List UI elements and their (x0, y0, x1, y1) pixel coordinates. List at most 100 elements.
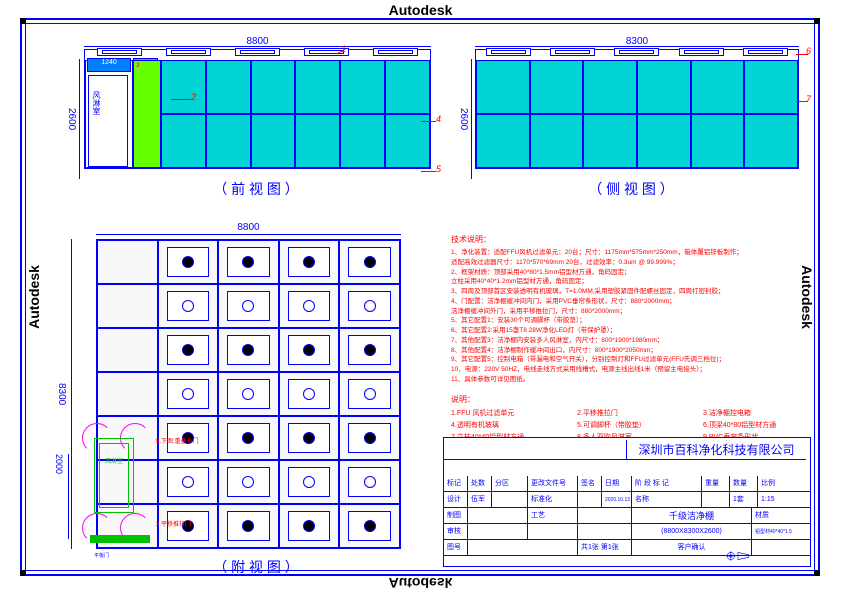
fan-unit (227, 379, 270, 409)
attach-door-box: 风淋室 (94, 438, 134, 513)
note-item: 4、门配置：洁净棚缓冲间内门，采用PVC垂帘条形状，尺寸：880*2000mm； (451, 297, 821, 307)
fan-unit (348, 247, 391, 277)
dim-door-2000: 2000 (54, 454, 64, 474)
note-item: 9、其它配置5：控制电箱（带漏电和空气开关），分别控制灯和FFU过滤单元(FFU… (451, 355, 821, 365)
dim-line (79, 59, 80, 179)
company-name: 深圳市百科净化科技有限公司 (626, 440, 806, 460)
fan-unit (288, 423, 331, 453)
ffu-unit (679, 48, 724, 56)
callout-line (171, 99, 191, 100)
note-item: 6、其它配置2:采用15盏T8 28W净化LED灯（带保护罩）； (451, 326, 821, 336)
fan-unit (288, 291, 331, 321)
note-item: 8、其他配置4：洁净棚制作缓冲间出口，内尺寸：800*1900*2050mm； (451, 346, 821, 356)
tb-header: 标记 处数 分区 更改文件号 签名 日期 阶 段 标 记 重量 数量 比例 (444, 476, 810, 492)
door-panel (88, 75, 128, 167)
fan-unit (348, 335, 391, 365)
dim-line (475, 46, 799, 47)
legend: 说明： 1.FFU 风机过滤单元 2.平移推拉门 3.洁净棚控电箱 4.透明有机玻璃 5… (451, 394, 821, 442)
green-column: 3 (133, 60, 161, 168)
front-view-title: （ 前 视 图 ） (213, 179, 299, 199)
note-item: 1、净化装置：适配FFU风机过滤单元：20台；尺寸：1175mm*575mm*2… (451, 248, 821, 258)
attached-view-title: （ 附 视 图 ） (213, 557, 299, 577)
fan-unit (348, 291, 391, 321)
fan-unit (227, 291, 270, 321)
dim-line (471, 59, 472, 179)
ffu-unit (743, 48, 788, 56)
dim-line (71, 239, 72, 549)
dim-front-height: 2600 (66, 59, 77, 179)
fan-unit (288, 379, 331, 409)
fan-unit (288, 467, 331, 497)
tb-row-draw: 制图 工艺 千级洁净棚 材质 (444, 508, 810, 524)
watermark-top: Autodesk (389, 2, 453, 18)
dim-line (96, 234, 401, 235)
note-item: 适配高效过滤器尺寸：1170*570*69mm 20台，过滤效率：0.3um @… (451, 258, 821, 268)
attached-view: 风淋室 (96, 239, 401, 549)
callout-line (796, 101, 808, 102)
attach-callout-9: 9.下图:重叠有门 (156, 436, 199, 445)
fan-unit (348, 467, 391, 497)
ffu-unit (166, 48, 211, 56)
door-dim-1240: 1240 (87, 58, 131, 72)
callout-4: 4 (436, 114, 441, 124)
note-item: 2、框架材质：顶部采用40*80*1.5mm铝型材方通，角码固定； (451, 268, 821, 278)
callout-3: 3 (136, 63, 139, 69)
front-body: 1240 880 风淋室 3 (85, 60, 430, 168)
fan-unit (288, 335, 331, 365)
tb-row-design: 设计 伍军 标准化 2020.10.13 名称 1套 1:15 (444, 492, 810, 508)
fan-unit (348, 423, 391, 453)
legend-title: 说明： (451, 394, 821, 405)
callout-line (421, 121, 436, 122)
legend-item: 1.FFU 风机过滤单元 (451, 408, 569, 418)
legend-item: 5.可调脚杯（带胶垫） (577, 420, 695, 430)
dim-attach-height: 8300 (56, 239, 67, 549)
notes-list: 1、净化装置：适配FFU风机过滤单元：20台；尺寸：1175mm*575mm*2… (451, 248, 821, 385)
title-block: 深圳市百科净化科技有限公司 标记 处数 分区 更改文件号 签名 日期 阶 段 标… (443, 437, 811, 567)
legend-item: 3.洁净棚控电箱 (703, 408, 821, 418)
fan-unit (167, 379, 210, 409)
inner-frame: 8800 2600 1240 880 风淋室 3 (25, 23, 815, 571)
notes-title: 技术说明： (451, 234, 821, 246)
side-view (475, 49, 799, 169)
fan-unit (227, 247, 270, 277)
note-item: 洁净棚缓冲间外门，采用平移推拉门，尺寸：880*2000mm； (451, 307, 821, 317)
note-item: 7、其他配置3：洁净棚内安装多人风淋室，内尺寸：800*1900*1980mm； (451, 336, 821, 346)
fan-unit (227, 335, 270, 365)
fan-unit (167, 467, 210, 497)
ffu-unit (550, 48, 595, 56)
callout-line (796, 54, 808, 55)
ffu-unit (486, 48, 531, 56)
tech-notes: 技术说明： 1、净化装置：适配FFU风机过滤单元：20台；尺寸：1175mm*5… (451, 234, 821, 385)
fan-unit (227, 423, 270, 453)
projection-symbol (726, 551, 750, 561)
legend-item: 2.平移推拉门 (577, 408, 695, 418)
note-item: 10、电源：220V 50HZ，电线走线方式采用线槽式，电源主线出线1米（预留主… (451, 365, 821, 375)
attach-grid (97, 240, 400, 548)
front-view: 1240 880 风淋室 3 (84, 49, 431, 169)
fan-unit (227, 511, 270, 541)
ffu-row (476, 50, 798, 60)
callout-2: 2 (191, 92, 196, 102)
fan-unit (348, 379, 391, 409)
dim-line (84, 46, 431, 47)
fan-unit (348, 511, 391, 541)
attach-door-zone: 风淋室 (82, 438, 142, 533)
callout-line (421, 171, 436, 172)
dim-side-height: 2600 (458, 59, 469, 179)
note-item: 11、具体参数可详见图纸。 (451, 375, 821, 385)
ffu-unit (373, 48, 418, 56)
ffu-unit (235, 48, 280, 56)
note-item: 5、其它配置1：安装30个可调脚杯（带胶垫）； (451, 316, 821, 326)
attach-botbar-label: 平板门 (94, 552, 109, 559)
door-area: 1240 880 风淋室 (85, 60, 133, 168)
fan-unit (288, 511, 331, 541)
fan-unit (167, 335, 210, 365)
ffu-unit (614, 48, 659, 56)
fan-unit (227, 467, 270, 497)
legend-item: 4.透明有机玻璃 (451, 420, 569, 430)
fan-unit (288, 247, 331, 277)
outer-frame: 8800 2600 1240 880 风淋室 3 (20, 18, 820, 576)
dim-attach-width: 8800 (96, 222, 401, 233)
callout-5: 5 (436, 164, 441, 174)
watermark-bottom: Autodesk (389, 575, 453, 591)
